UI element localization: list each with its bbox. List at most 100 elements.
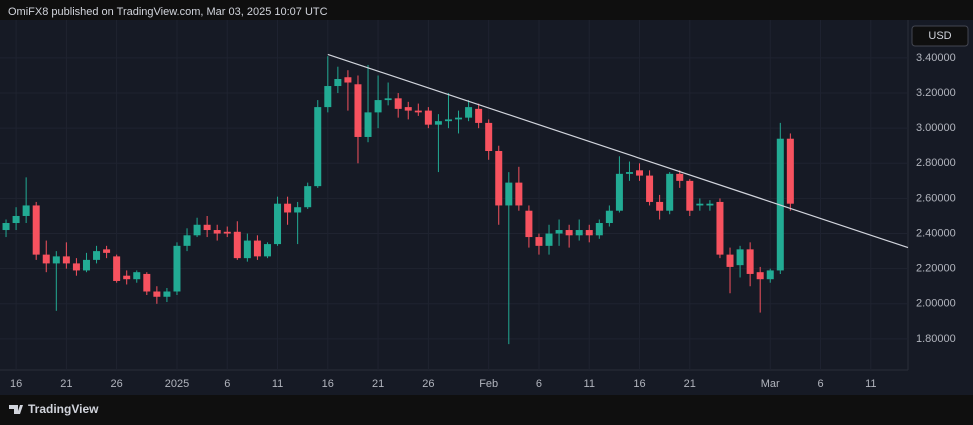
candle-body [384, 98, 392, 101]
candle-body [2, 223, 10, 231]
y-tick-label: 3.20000 [916, 87, 956, 99]
candle-body [656, 201, 664, 211]
candle-body [263, 244, 271, 257]
candle-body [515, 182, 523, 206]
y-tick-label: 2.40000 [916, 227, 956, 239]
footer-brand: TradingView [28, 402, 99, 416]
candle-body [233, 231, 241, 259]
candle-body [646, 175, 654, 202]
candle-body [676, 173, 684, 181]
currency-badge [911, 25, 969, 47]
candle-body [193, 224, 201, 236]
candle-body [314, 107, 322, 187]
y-tick-label: 2.80000 [916, 157, 956, 169]
candle-body [686, 180, 694, 211]
candle-body [103, 249, 111, 253]
candle-body [22, 205, 30, 216]
candle-body [455, 117, 463, 120]
x-tick-label: 21 [372, 378, 384, 390]
candle-body [555, 230, 563, 234]
x-tick-label: 16 [633, 378, 645, 390]
x-tick-label: 26 [111, 378, 123, 390]
header-text: OmiFX8 published on TradingView.com, Mar… [8, 6, 328, 18]
candle-body [274, 203, 282, 245]
x-tick-label: 16 [10, 378, 22, 390]
candle-body [284, 203, 292, 213]
candle-body [153, 291, 161, 297]
x-tick-label: 6 [224, 378, 230, 390]
candle-body [535, 237, 543, 246]
y-tick-label: 2.60000 [916, 192, 956, 204]
candle-body [364, 112, 372, 137]
candle-body [716, 201, 724, 255]
x-tick-label: 6 [817, 378, 823, 390]
candle-body [485, 122, 493, 152]
x-tick-label: 26 [422, 378, 434, 390]
candle-body [736, 249, 744, 266]
candle-body [465, 107, 473, 118]
x-tick-label: 21 [684, 378, 696, 390]
candle-body [525, 210, 533, 238]
candle-body [173, 245, 181, 292]
y-tick-label: 2.00000 [916, 298, 956, 310]
candle-body [12, 215, 20, 224]
trendline [327, 53, 909, 249]
x-tick-label: 11 [272, 378, 283, 390]
y-tick-label: 1.80000 [916, 333, 956, 345]
candle-body [424, 110, 432, 125]
x-tick-label: 6 [536, 378, 542, 390]
x-tick-label: 11 [584, 378, 595, 390]
y-tick-label: 2.20000 [916, 263, 956, 275]
candle-body [243, 240, 251, 259]
candle-body [726, 254, 734, 267]
candle-body [565, 230, 573, 236]
candle-body [294, 207, 302, 213]
candle-body [394, 98, 402, 109]
candle-body [505, 182, 513, 206]
candle-body [113, 256, 121, 281]
candle-body [756, 272, 764, 280]
candle-body [786, 138, 794, 204]
candle-body [575, 230, 583, 236]
x-tick-label: 2025 [165, 378, 189, 390]
footer-logo [9, 405, 23, 414]
candle-body [62, 256, 70, 264]
currency-label: USD [928, 30, 951, 42]
candle-body [615, 173, 623, 211]
candle-body [666, 173, 674, 211]
candle-body [93, 251, 101, 260]
candle-body [72, 263, 80, 271]
candle-body [605, 210, 613, 224]
candle-body [82, 259, 90, 271]
logo-icon [9, 405, 23, 414]
candle-body [766, 270, 774, 280]
y-tick-label: 3.00000 [916, 122, 956, 134]
candle-body [324, 86, 332, 108]
x-tick-label: Feb [479, 378, 498, 390]
candle-body [354, 84, 362, 137]
candle-body [42, 254, 50, 264]
candle-body [475, 108, 483, 123]
y-tick-label: 3.40000 [916, 52, 956, 64]
candle-body [52, 256, 60, 264]
candle-body [414, 110, 422, 113]
candle-body [636, 170, 644, 176]
x-tick-label: 16 [322, 378, 334, 390]
candle-body [223, 231, 231, 234]
candle-body [585, 230, 593, 236]
candle-body [434, 121, 442, 125]
candle-body [625, 172, 633, 174]
candle-body [213, 230, 221, 234]
candle-body [746, 249, 754, 274]
candle-body [163, 291, 171, 297]
candle-body [133, 272, 141, 280]
candle-body [253, 240, 261, 257]
plot-background [0, 20, 973, 395]
candle-body [304, 186, 312, 208]
candle-body [183, 235, 191, 246]
candle-body [32, 205, 40, 255]
candle-body [545, 233, 553, 246]
x-tick-label: 11 [865, 378, 876, 390]
candle-body [374, 100, 382, 113]
x-tick-label: 21 [60, 378, 72, 390]
